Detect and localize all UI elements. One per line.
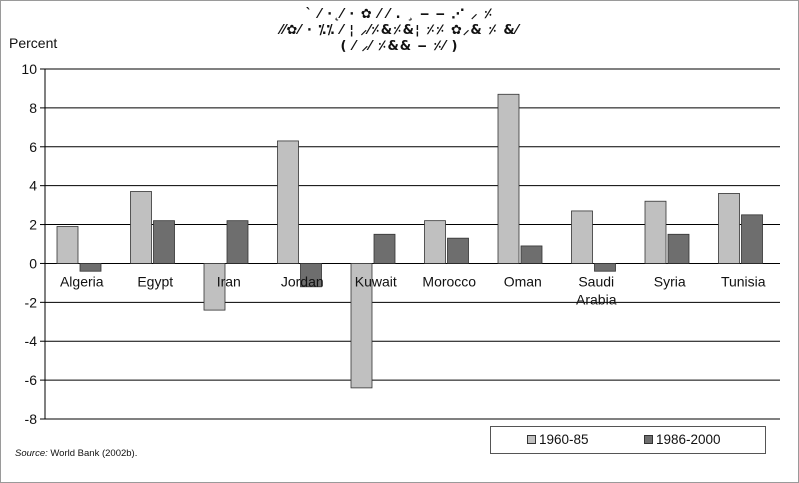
bar-1 — [277, 140, 299, 264]
legend-swatch-series-1 — [527, 435, 536, 444]
legend-label-series-2: 1986-2000 — [656, 432, 721, 447]
bar-1 — [130, 191, 152, 264]
x-tick-label: Kuwait — [355, 273, 397, 289]
y-tick-label: 0 — [29, 255, 37, 271]
bar-2 — [667, 233, 690, 264]
x-tick-label: Jordan — [281, 273, 324, 289]
bar-1 — [571, 210, 593, 264]
garbled-title-glyphs: ` ⁄ ⋅˛⁄ ⋅ ✿ ⁄ ⁄ . ¸ ‒ ‒ ⋰ ⸝ ⸓ ⁄⁄✿⁄ ⋅ ⁒⁒ … — [280, 7, 519, 54]
x-tick-label: Iran — [217, 273, 241, 289]
y-axis-label: Percent — [9, 35, 58, 51]
x-tick-label: Oman — [504, 273, 542, 289]
x-tick-label: Saudi Arabia — [576, 273, 617, 307]
bar-2 — [594, 263, 616, 272]
y-tick-label: -6 — [25, 372, 38, 388]
source-text: World Bank (2002b). — [50, 448, 138, 459]
bar-2 — [520, 245, 543, 264]
bar-1 — [350, 263, 373, 389]
bar-2 — [153, 220, 175, 264]
y-tick-label: 10 — [21, 61, 37, 77]
y-tick-label: 6 — [29, 139, 37, 155]
bar-2 — [226, 220, 249, 264]
bar-1 — [497, 93, 520, 264]
bar-1 — [644, 200, 667, 264]
legend-item-series-2: 1986-2000 — [644, 432, 721, 447]
legend-swatch-series-2 — [644, 435, 653, 444]
bar-2 — [447, 237, 469, 264]
tick-labels: -8 -6 -4 -2 0 2 4 6 8 10 Algeria Egypt Iran Jordan Kuw… — [21, 61, 765, 427]
y-tick-label: -4 — [25, 333, 38, 349]
x-tick-label: Tunisia — [721, 273, 766, 289]
legend-label-series-1: 1960-85 — [539, 432, 589, 447]
y-tick-label: 8 — [29, 100, 37, 116]
bar-2 — [741, 214, 763, 264]
source-note: Source: World Bank (2002b). — [15, 448, 137, 459]
x-tick-label: Syria — [654, 273, 686, 289]
bar-1 — [718, 193, 740, 264]
y-tick-label: 4 — [29, 178, 37, 194]
x-tick-label: Morocco — [422, 273, 476, 289]
axes — [40, 68, 46, 420]
bar-2 — [373, 233, 396, 264]
bars — [56, 93, 763, 389]
y-tick-label: 2 — [29, 217, 37, 233]
bar-2 — [79, 263, 102, 272]
bar-1 — [424, 220, 446, 264]
source-label: Source: — [15, 448, 48, 459]
legend-item-series-1: 1960-85 — [527, 432, 589, 447]
bar-2 — [300, 263, 322, 288]
x-tick-label: Egypt — [137, 273, 173, 289]
legend: 1960-85 1986-2000 — [490, 426, 766, 454]
bar-1 — [203, 263, 226, 311]
y-tick-label: -8 — [25, 411, 38, 427]
x-tick-label: Algeria — [60, 273, 104, 289]
y-tick-label: -2 — [25, 294, 38, 310]
bar-1 — [56, 226, 79, 264]
